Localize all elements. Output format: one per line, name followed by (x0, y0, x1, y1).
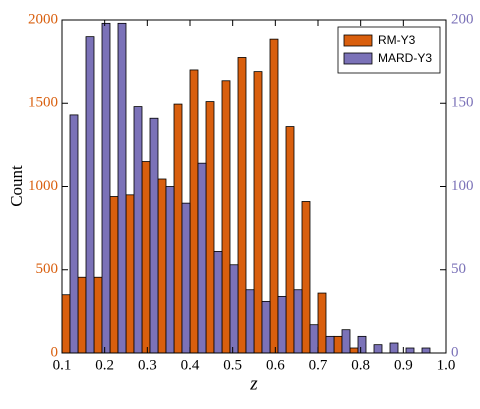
bar (405, 347, 415, 354)
bar (349, 347, 359, 354)
bar (61, 294, 71, 354)
bar (93, 276, 103, 354)
bar (109, 196, 119, 354)
bar (117, 22, 127, 354)
y-tick-label: 0 (51, 344, 59, 360)
bar (237, 57, 247, 354)
bar (205, 101, 215, 354)
bar (421, 347, 431, 354)
bar (221, 80, 231, 354)
x-tick-label: 0.4 (181, 357, 200, 373)
y2-tick-label: 0 (451, 344, 459, 360)
y-tick-label: 1000 (28, 178, 58, 194)
bar (165, 186, 175, 354)
x-tick-label: 0.2 (95, 357, 114, 373)
legend-label: RM-Y3 (378, 33, 416, 47)
bar (77, 276, 87, 354)
bar (245, 289, 255, 354)
bar (149, 117, 159, 354)
x-tick-label: 0.5 (223, 357, 242, 373)
x-tick-label: 0.1 (53, 357, 72, 373)
bar (269, 38, 279, 354)
x-tick-label: 0.6 (266, 357, 285, 373)
bar (85, 36, 95, 354)
bar (197, 162, 207, 354)
bar (125, 194, 135, 354)
bar (173, 103, 183, 354)
legend-swatch (343, 52, 373, 65)
y-tick-label: 500 (36, 261, 59, 277)
bar (141, 161, 151, 354)
legend-swatch (343, 34, 373, 47)
bar (213, 251, 223, 354)
bar (341, 329, 351, 354)
bar (309, 324, 319, 354)
x-tick-label: 0.9 (394, 357, 413, 373)
bar (277, 295, 287, 354)
bar (133, 106, 143, 354)
bar (253, 71, 263, 354)
bar (293, 289, 303, 354)
y2-tick-label: 50 (451, 261, 466, 277)
y-axis-label: Count (7, 165, 26, 207)
y2-tick-label: 100 (451, 178, 474, 194)
legend-label: MARD-Y3 (378, 51, 432, 65)
y-tick-label: 1500 (28, 95, 58, 111)
y-tick-label: 2000 (28, 11, 58, 27)
bar (181, 202, 191, 354)
bar (325, 335, 335, 354)
bar (389, 342, 399, 354)
x-tick-label: 0.8 (351, 357, 370, 373)
bar (317, 292, 327, 354)
bar (285, 126, 295, 354)
y2-tick-label: 150 (451, 95, 474, 111)
bar (101, 22, 111, 354)
y2-tick-label: 200 (451, 11, 474, 27)
bar (157, 178, 167, 354)
bar (301, 201, 311, 354)
bar (261, 300, 271, 354)
bar (69, 114, 79, 354)
bar (357, 335, 367, 354)
bar (229, 264, 239, 354)
x-tick-label: 0.3 (138, 357, 157, 373)
bar (373, 344, 383, 354)
bar (189, 69, 199, 354)
bar (333, 335, 343, 354)
x-axis-label: z (249, 373, 258, 394)
x-tick-label: 1.0 (437, 357, 456, 373)
x-tick-label: 0.7 (309, 357, 328, 373)
